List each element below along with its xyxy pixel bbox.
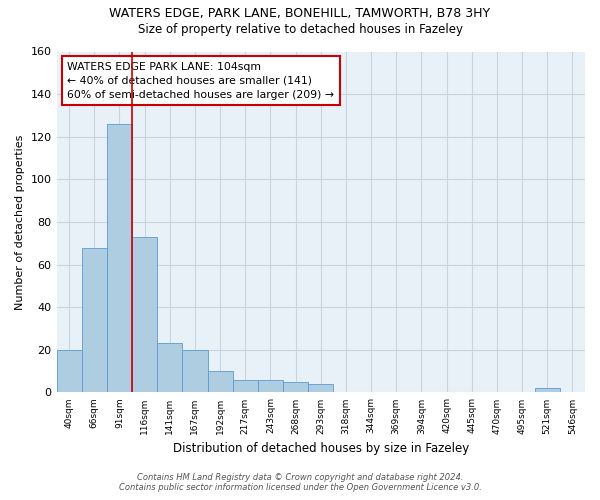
Bar: [132, 237, 157, 392]
Bar: [258, 380, 283, 392]
Text: Contains HM Land Registry data © Crown copyright and database right 2024.
Contai: Contains HM Land Registry data © Crown c…: [119, 473, 481, 492]
Bar: [157, 344, 182, 392]
Bar: [107, 124, 132, 392]
Bar: [182, 350, 208, 393]
Bar: [535, 388, 560, 392]
Text: WATERS EDGE PARK LANE: 104sqm
← 40% of detached houses are smaller (141)
60% of : WATERS EDGE PARK LANE: 104sqm ← 40% of d…: [67, 62, 334, 100]
Bar: [308, 384, 334, 392]
Bar: [56, 350, 82, 393]
Bar: [283, 382, 308, 392]
Bar: [233, 380, 258, 392]
Bar: [82, 248, 107, 392]
Bar: [208, 371, 233, 392]
Y-axis label: Number of detached properties: Number of detached properties: [15, 134, 25, 310]
Text: WATERS EDGE, PARK LANE, BONEHILL, TAMWORTH, B78 3HY: WATERS EDGE, PARK LANE, BONEHILL, TAMWOR…: [109, 8, 491, 20]
Text: Size of property relative to detached houses in Fazeley: Size of property relative to detached ho…: [137, 22, 463, 36]
X-axis label: Distribution of detached houses by size in Fazeley: Distribution of detached houses by size …: [173, 442, 469, 455]
